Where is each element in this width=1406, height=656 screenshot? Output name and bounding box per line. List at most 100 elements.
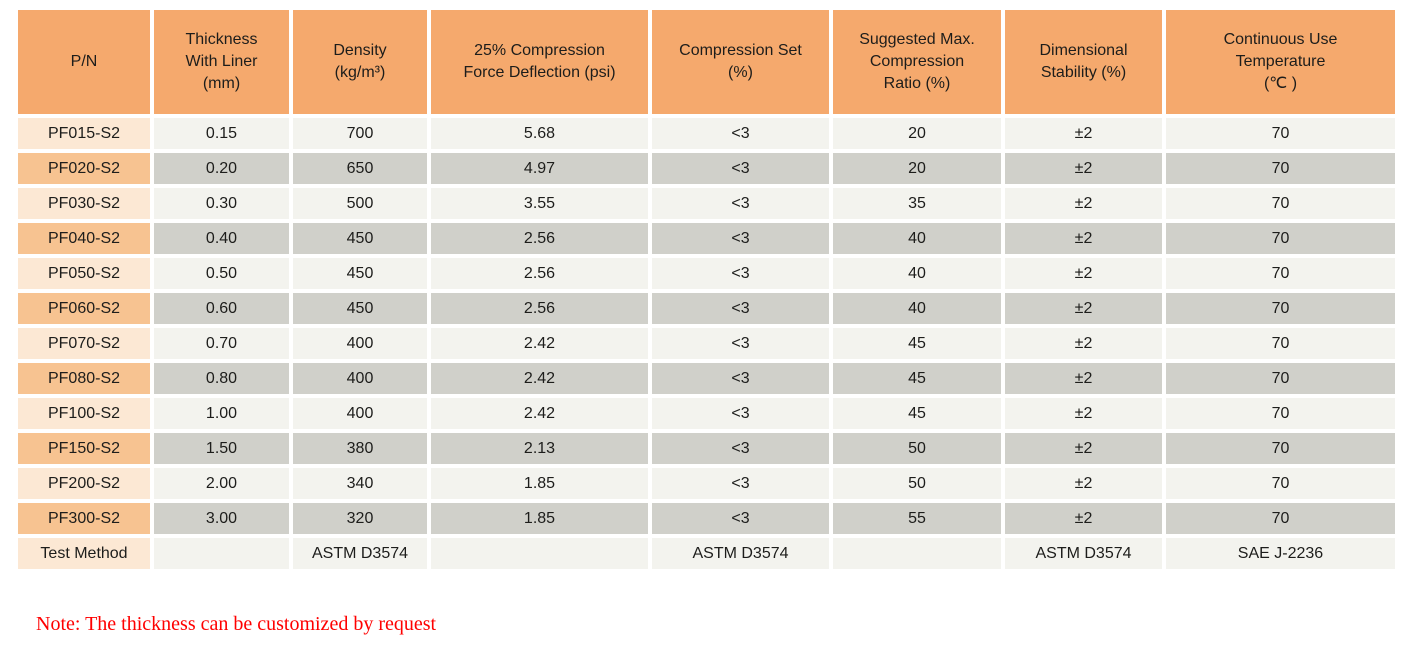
- pn-cell: Test Method: [18, 538, 150, 569]
- value-cell: 650: [293, 153, 427, 184]
- value-cell: ±2: [1005, 293, 1162, 324]
- value-cell: 700: [293, 118, 427, 149]
- value-cell: ±2: [1005, 468, 1162, 499]
- table-row: PF070-S2 0.70 400 2.42 <3 45 ±2 70: [18, 328, 1395, 359]
- value-cell: <3: [652, 468, 829, 499]
- value-cell: 2.56: [431, 223, 648, 254]
- value-cell: 70: [1166, 433, 1395, 464]
- pn-cell: PF015-S2: [18, 118, 150, 149]
- value-cell: 5.68: [431, 118, 648, 149]
- value-cell: 40: [833, 223, 1001, 254]
- table-row: PF080-S2 0.80 400 2.42 <3 45 ±2 70: [18, 363, 1395, 394]
- value-cell: 0.30: [154, 188, 289, 219]
- value-cell: 2.00: [154, 468, 289, 499]
- column-header-thickness: Thickness With Liner (mm): [154, 10, 289, 114]
- table-row: PF015-S2 0.15 700 5.68 <3 20 ±2 70: [18, 118, 1395, 149]
- value-cell: <3: [652, 118, 829, 149]
- value-cell: <3: [652, 153, 829, 184]
- value-cell: 70: [1166, 468, 1395, 499]
- column-header-density: Density (kg/m³): [293, 10, 427, 114]
- value-cell: 0.80: [154, 363, 289, 394]
- value-cell: 70: [1166, 328, 1395, 359]
- value-cell: <3: [652, 188, 829, 219]
- value-cell: ±2: [1005, 118, 1162, 149]
- value-cell: 70: [1166, 363, 1395, 394]
- table-row: PF030-S2 0.30 500 3.55 <3 35 ±2 70: [18, 188, 1395, 219]
- value-cell: 400: [293, 363, 427, 394]
- value-cell: ±2: [1005, 363, 1162, 394]
- value-cell: 70: [1166, 398, 1395, 429]
- value-cell: 2.42: [431, 398, 648, 429]
- value-cell: 55: [833, 503, 1001, 534]
- thickness-note: Note: The thickness can be customized by…: [36, 613, 437, 635]
- value-cell: ±2: [1005, 258, 1162, 289]
- value-cell: ASTM D3574: [652, 538, 829, 569]
- value-cell: 450: [293, 223, 427, 254]
- value-cell: 450: [293, 258, 427, 289]
- value-cell: 2.42: [431, 363, 648, 394]
- value-cell: 0.50: [154, 258, 289, 289]
- header-row: P/N Thickness With Liner (mm) Density (k…: [18, 10, 1395, 114]
- value-cell: ±2: [1005, 153, 1162, 184]
- value-cell: 40: [833, 293, 1001, 324]
- value-cell: ±2: [1005, 503, 1162, 534]
- value-cell: 3.55: [431, 188, 648, 219]
- spec-table: P/N Thickness With Liner (mm) Density (k…: [14, 6, 1399, 573]
- value-cell: 35: [833, 188, 1001, 219]
- value-cell: <3: [652, 398, 829, 429]
- value-cell: 1.00: [154, 398, 289, 429]
- value-cell: 0.70: [154, 328, 289, 359]
- value-cell: <3: [652, 503, 829, 534]
- value-cell: 0.20: [154, 153, 289, 184]
- value-cell: 40: [833, 258, 1001, 289]
- value-cell: <3: [652, 328, 829, 359]
- value-cell: 20: [833, 118, 1001, 149]
- value-cell: SAE J-2236: [1166, 538, 1395, 569]
- value-cell: ASTM D3574: [293, 538, 427, 569]
- value-cell: [431, 538, 648, 569]
- table-row: PF040-S2 0.40 450 2.56 <3 40 ±2 70: [18, 223, 1395, 254]
- value-cell: 45: [833, 398, 1001, 429]
- table-row: PF060-S2 0.60 450 2.56 <3 40 ±2 70: [18, 293, 1395, 324]
- pn-cell: PF030-S2: [18, 188, 150, 219]
- value-cell: 1.85: [431, 503, 648, 534]
- value-cell: [833, 538, 1001, 569]
- pn-cell: PF020-S2: [18, 153, 150, 184]
- value-cell: ±2: [1005, 328, 1162, 359]
- value-cell: 45: [833, 328, 1001, 359]
- spec-table-body: PF015-S2 0.15 700 5.68 <3 20 ±2 70 PF020-S2 0.20 6…: [18, 118, 1395, 569]
- value-cell: 400: [293, 398, 427, 429]
- column-header-max-compression-ratio: Suggested Max. Compression Ratio (%): [833, 10, 1001, 114]
- table-row: Test Method ASTM D3574 ASTM D3574 ASTM D357…: [18, 538, 1395, 569]
- value-cell: 70: [1166, 258, 1395, 289]
- value-cell: 380: [293, 433, 427, 464]
- value-cell: ±2: [1005, 433, 1162, 464]
- value-cell: [154, 538, 289, 569]
- value-cell: 2.13: [431, 433, 648, 464]
- value-cell: 0.40: [154, 223, 289, 254]
- table-row: PF300-S2 3.00 320 1.85 <3 55 ±2 70: [18, 503, 1395, 534]
- pn-cell: PF070-S2: [18, 328, 150, 359]
- pn-cell: PF200-S2: [18, 468, 150, 499]
- spec-table-header: P/N Thickness With Liner (mm) Density (k…: [18, 10, 1395, 114]
- value-cell: 70: [1166, 188, 1395, 219]
- value-cell: 70: [1166, 153, 1395, 184]
- value-cell: 70: [1166, 503, 1395, 534]
- value-cell: 2.56: [431, 293, 648, 324]
- value-cell: ±2: [1005, 398, 1162, 429]
- value-cell: 4.97: [431, 153, 648, 184]
- value-cell: 70: [1166, 118, 1395, 149]
- value-cell: <3: [652, 293, 829, 324]
- value-cell: 320: [293, 503, 427, 534]
- table-row: PF100-S2 1.00 400 2.42 <3 45 ±2 70: [18, 398, 1395, 429]
- pn-cell: PF050-S2: [18, 258, 150, 289]
- value-cell: <3: [652, 258, 829, 289]
- value-cell: <3: [652, 433, 829, 464]
- value-cell: 340: [293, 468, 427, 499]
- table-row: PF050-S2 0.50 450 2.56 <3 40 ±2 70: [18, 258, 1395, 289]
- pn-cell: PF100-S2: [18, 398, 150, 429]
- value-cell: 50: [833, 433, 1001, 464]
- value-cell: <3: [652, 223, 829, 254]
- value-cell: 0.15: [154, 118, 289, 149]
- column-header-dimensional-stability: Dimensional Stability (%): [1005, 10, 1162, 114]
